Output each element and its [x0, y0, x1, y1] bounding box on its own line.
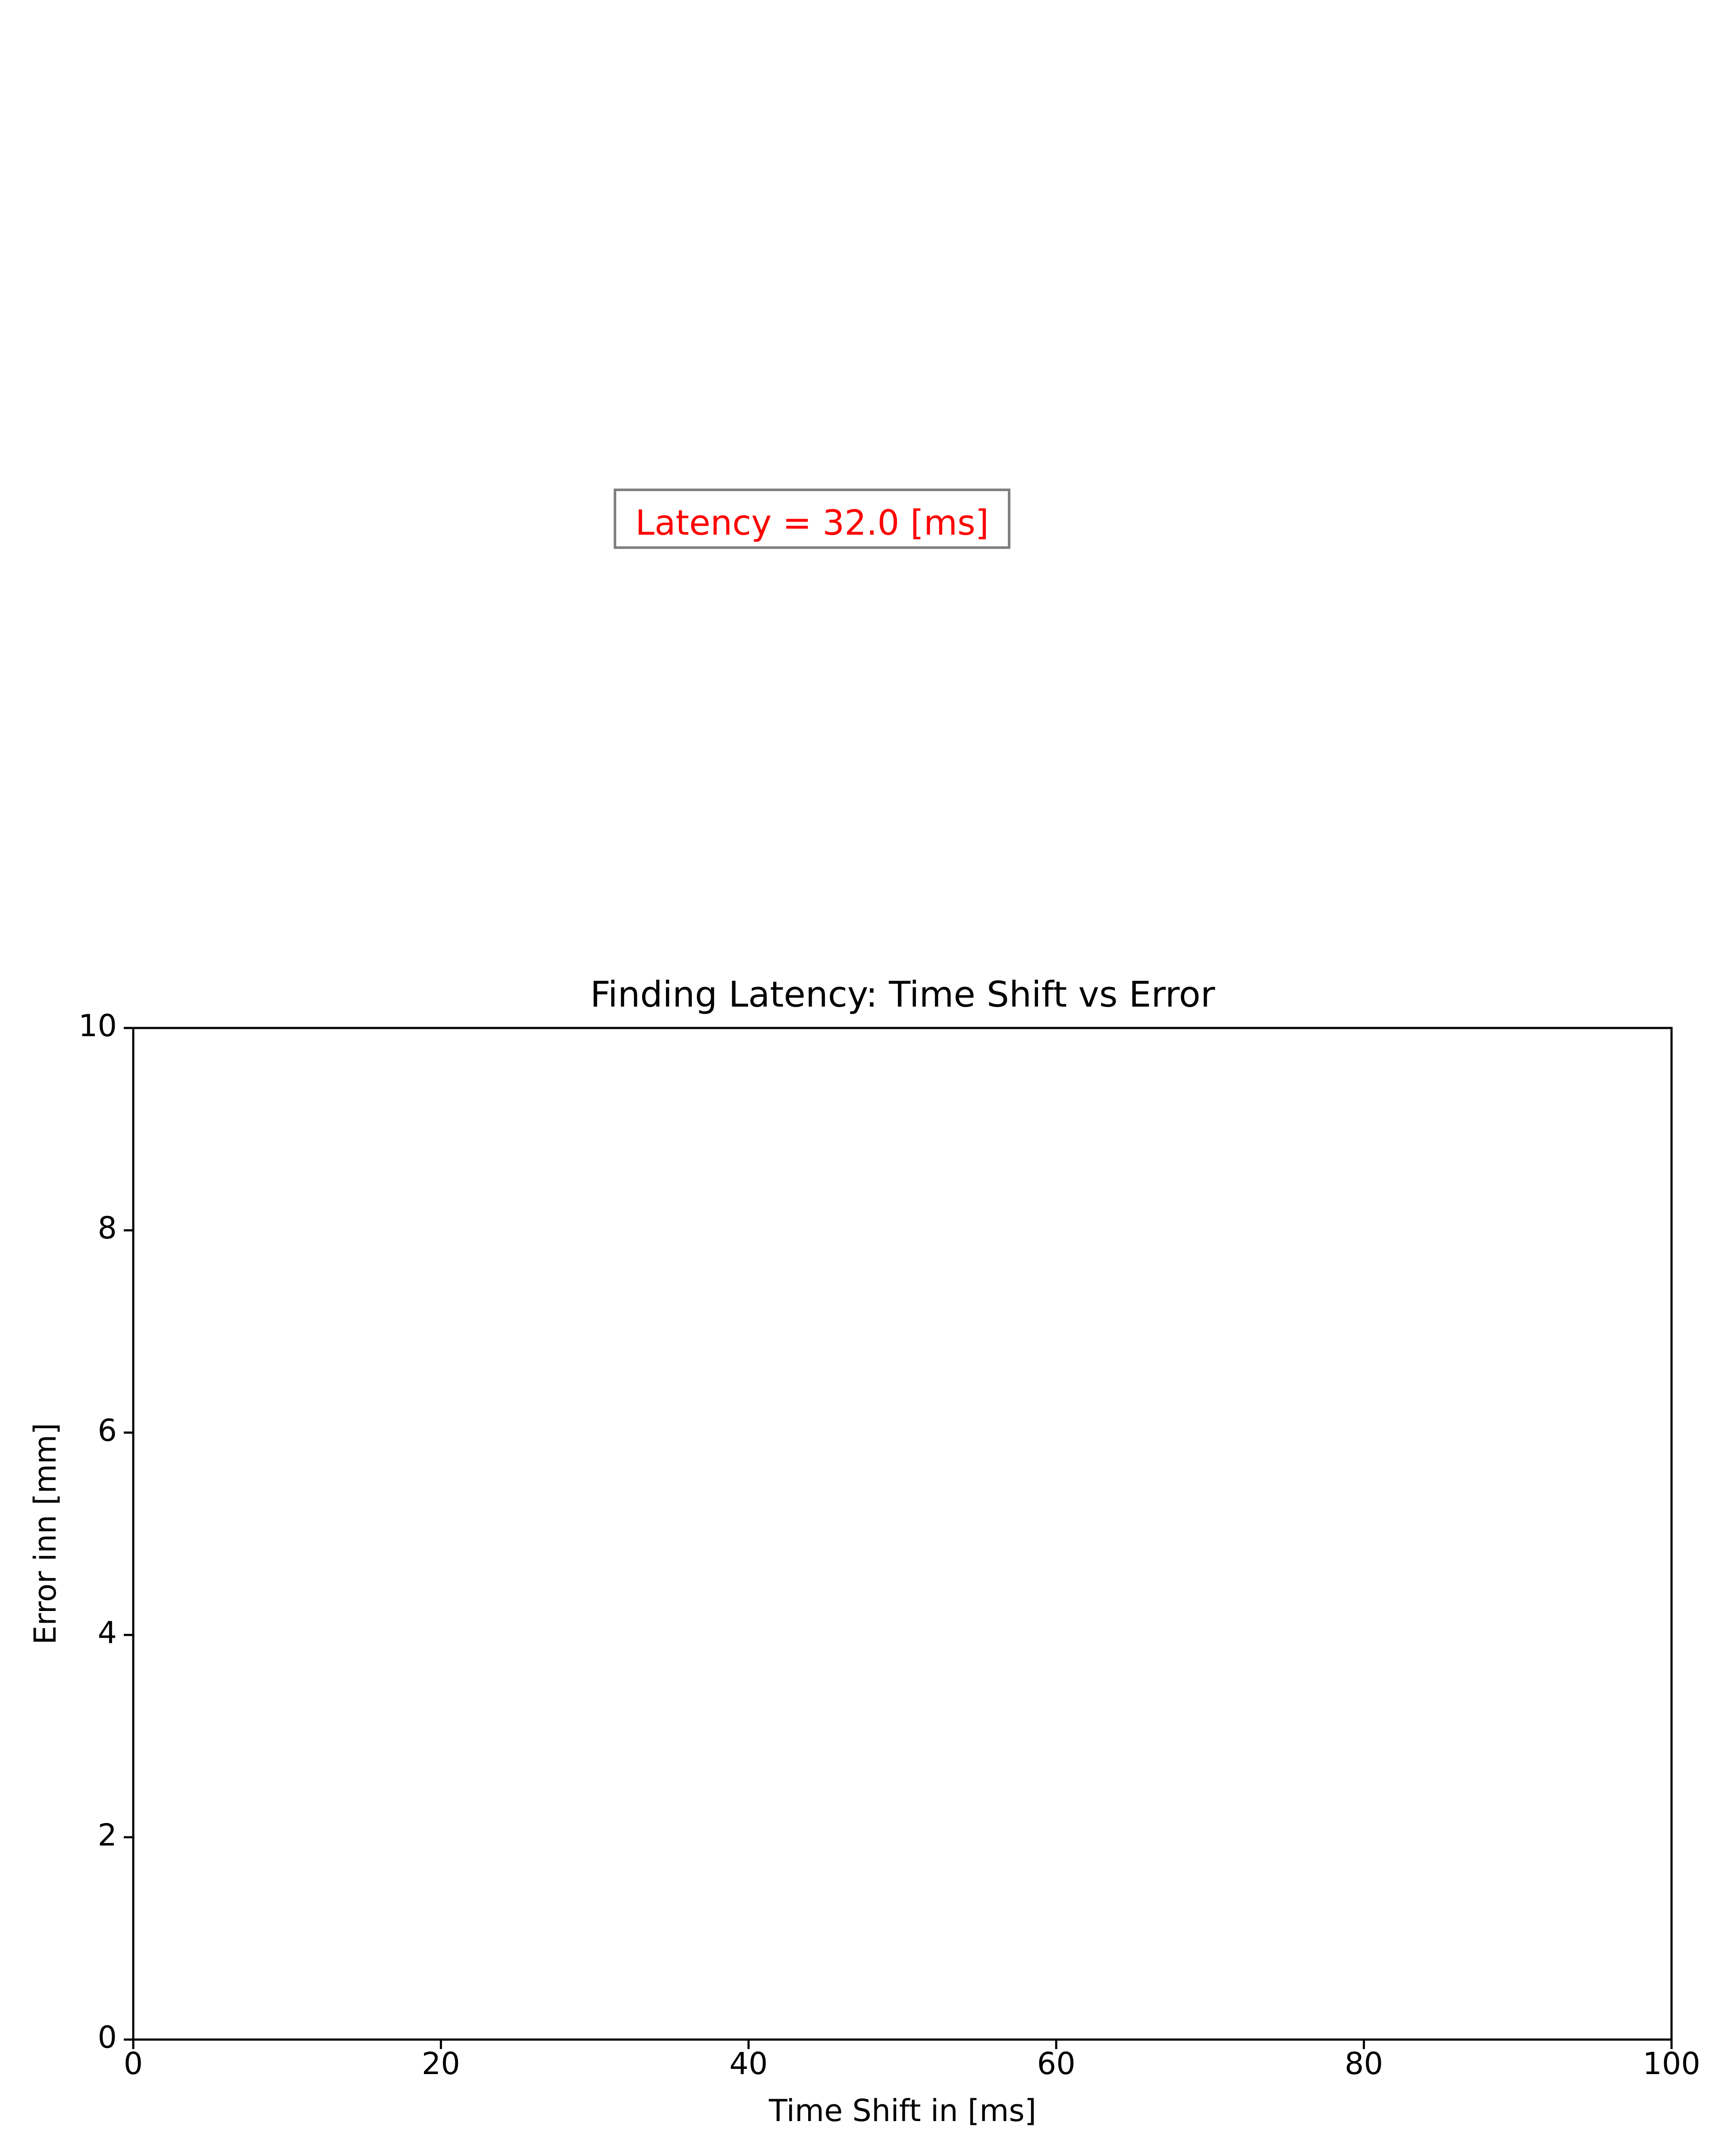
x-tick-label: 60: [1037, 2046, 1076, 2081]
y-tick-label: 4: [97, 1615, 117, 1651]
axes-frame: [133, 1028, 1672, 2040]
y-tick-label: 6: [97, 1413, 117, 1448]
y-tick-label: 0: [97, 2020, 117, 2055]
x-tick-label: 100: [1643, 2046, 1700, 2081]
latency-annotation-text: Latency = 32.0 [ms]: [635, 503, 989, 543]
x-tick-label: 80: [1345, 2046, 1383, 2081]
chart-title: Finding Latency: Time Shift vs Error: [590, 974, 1215, 1015]
y-tick-label: 8: [97, 1210, 117, 1246]
x-tick-label: 0: [124, 2046, 143, 2081]
plot-area: 0 20 40 60 80 100 0 2 4 6 8 10: [78, 1008, 1700, 2081]
x-tick-label: 20: [422, 2046, 460, 2081]
x-axis-label: Time Shift in [ms]: [768, 2093, 1036, 2128]
x-tick-label: 40: [729, 2046, 768, 2081]
latency-annotation: Latency = 32.0 [ms]: [615, 490, 1009, 548]
y-tick-label: 10: [78, 1008, 117, 1044]
y-axis-label: Error inn [mm]: [28, 1423, 63, 1645]
y-tick-label: 2: [97, 1818, 117, 1853]
